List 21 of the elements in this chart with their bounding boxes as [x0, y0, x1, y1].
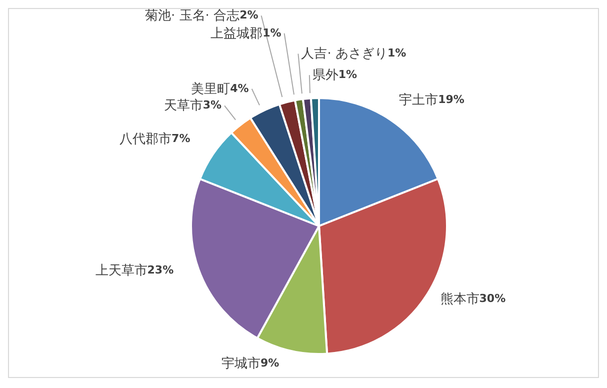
data-label: 3%: [202, 98, 222, 112]
slice-label: 天草市: [164, 98, 203, 114]
slice-label: 宇土市: [399, 92, 438, 108]
slice-label: 県外: [312, 68, 338, 83]
data-label: 4%: [230, 82, 249, 95]
slice-label: 美里町: [191, 80, 230, 96]
data-label: 2%: [240, 8, 258, 22]
data-label: 1%: [262, 26, 282, 40]
data-label: 1%: [387, 46, 406, 60]
slice-label: 上天草市: [95, 263, 148, 278]
data-label: 23%: [147, 263, 174, 276]
slice-label: 熊本市: [440, 292, 480, 307]
slice-label: 人吉· あさぎり: [301, 46, 388, 62]
data-label: 1%: [338, 68, 358, 82]
slice-label: 上益城郡: [210, 26, 263, 41]
data-label: 7%: [172, 132, 190, 145]
data-label: 30%: [479, 292, 506, 306]
slice-label: 八代郡市: [120, 131, 172, 146]
data-label: 19%: [438, 93, 464, 106]
data-label: 9%: [260, 356, 280, 370]
slice-label: 宇城市: [221, 355, 260, 372]
